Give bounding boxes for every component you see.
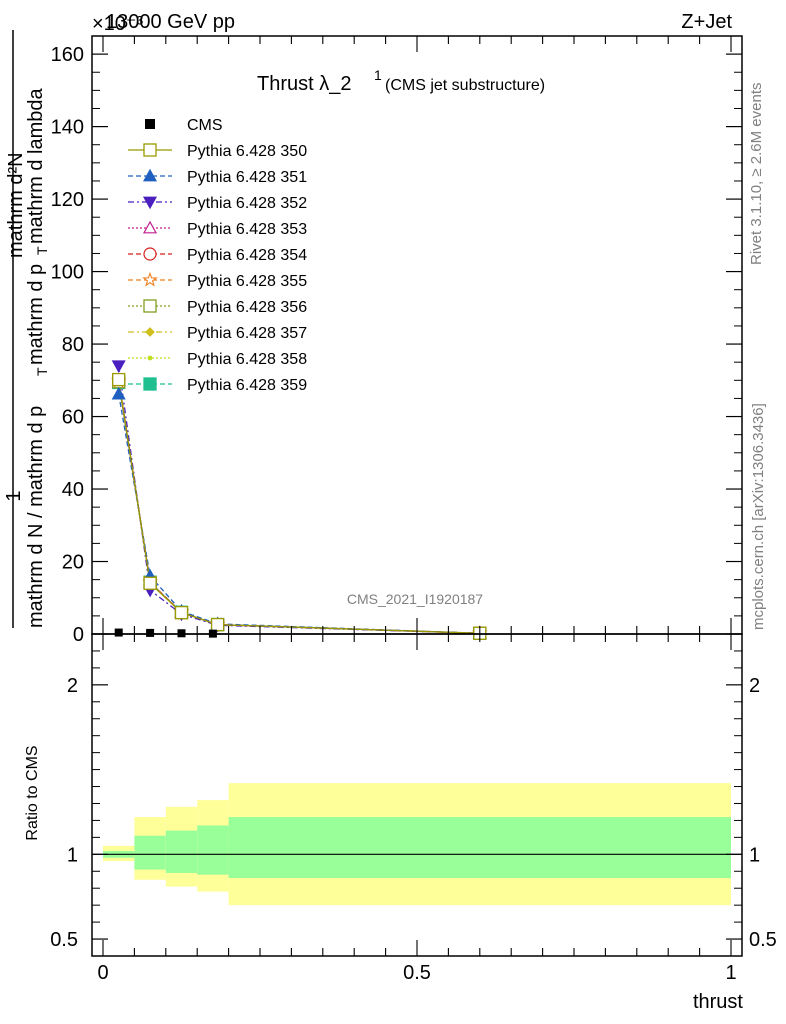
main-ytick-label-100: 100 bbox=[51, 262, 84, 284]
ylabel-denom-2: mathrm d p bbox=[25, 264, 47, 365]
series-3-point-1 bbox=[111, 360, 126, 374]
x-axis-label: thrust bbox=[693, 991, 743, 1013]
main-ytick-label-0: 0 bbox=[73, 624, 84, 646]
band-inner-4 bbox=[197, 825, 229, 875]
legend-marker-cms bbox=[145, 119, 155, 129]
main-panel: 0 20 40 60 80 100 120 140 160 bbox=[51, 35, 743, 646]
series-1-point-1 bbox=[112, 372, 126, 387]
series-1-point-4 bbox=[210, 617, 225, 632]
ratio-ytick-label-right-1: 1 bbox=[749, 844, 760, 866]
ratio-panel: 0.5 0.5 1 1 2 2 0 0.5 1 bbox=[50, 633, 777, 984]
legend-label-5: Pythia 6.428 354 bbox=[187, 247, 307, 264]
process-label: Z+Jet bbox=[681, 11, 732, 33]
legend-label-6: Pythia 6.428 355 bbox=[187, 273, 307, 290]
main-ytick-label-140: 140 bbox=[51, 117, 84, 139]
legend-marker-6 bbox=[142, 271, 158, 287]
legend-marker-7 bbox=[143, 299, 157, 313]
legend-label-9: Pythia 6.428 358 bbox=[187, 351, 307, 368]
legend-label-7: Pythia 6.428 356 bbox=[187, 299, 307, 316]
main-ytick-label-120: 120 bbox=[51, 189, 84, 211]
series-1-point-2 bbox=[143, 576, 157, 590]
legend: CMS Pythia 6.428 350 Pythia 6.428 351 Pythi… bbox=[128, 117, 307, 394]
title-sup: 1 bbox=[374, 67, 382, 83]
band-inner-5 bbox=[228, 817, 731, 879]
main-ytick-label-80: 80 bbox=[62, 334, 84, 356]
title-suffix: (CMS jet substructure) bbox=[385, 77, 545, 94]
ylabel-numer-top: 1 bbox=[3, 490, 25, 501]
ylabel-denom-3: mathrm d lambda bbox=[25, 88, 47, 244]
ratio-ytick-label-right-0.5: 0.5 bbox=[749, 929, 777, 951]
legend-marker-8 bbox=[145, 327, 155, 337]
series-1-point-3 bbox=[174, 605, 189, 620]
legend-label-4: Pythia 6.428 353 bbox=[187, 221, 307, 238]
legend-label-cms: CMS bbox=[187, 117, 223, 134]
rivet-label: Rivet 3.1.10, ≥ 2.6M events bbox=[748, 83, 765, 266]
legend-marker-9 bbox=[147, 355, 153, 361]
ratio-ytick-label-0.5: 0.5 bbox=[50, 929, 78, 951]
x-tick-label-1: 1 bbox=[725, 962, 736, 984]
ylabel-denom-1-sub: T bbox=[34, 367, 50, 376]
ylabel-numer-mid: mathrm d²N bbox=[5, 152, 27, 258]
mcplots-label: mcplots.cern.ch [arXiv:1306.3436] bbox=[750, 403, 767, 630]
legend-label-8: Pythia 6.428 357 bbox=[187, 325, 307, 342]
x-tick-label-0: 0 bbox=[97, 962, 108, 984]
legend-marker-3 bbox=[142, 196, 158, 210]
ratio-ytick-label-right-2: 2 bbox=[749, 675, 760, 697]
band-inner-3 bbox=[165, 830, 198, 873]
exponent-label: ×10⁻³ bbox=[92, 13, 143, 35]
main-ytick-label-40: 40 bbox=[62, 479, 84, 501]
series-2-point-1 bbox=[111, 386, 126, 400]
x-tick-label-0.5: 0.5 bbox=[403, 962, 431, 984]
main-title: Thrust λ_2 1 (CMS jet substructure) bbox=[257, 67, 545, 95]
legend-label-3: Pythia 6.428 352 bbox=[187, 195, 307, 212]
ratio-ytick-label-2: 2 bbox=[67, 675, 78, 697]
main-ytick-label-20: 20 bbox=[62, 552, 84, 574]
title-main: Thrust λ_2 bbox=[257, 73, 351, 95]
ratio-ylabel: Ratio to CMS bbox=[24, 745, 41, 840]
band-inner-2 bbox=[134, 835, 166, 870]
legend-label-10: Pythia 6.428 359 bbox=[187, 377, 307, 394]
legend-marker-4 bbox=[142, 220, 158, 234]
energy-label: 13000 GeV pp bbox=[106, 11, 235, 33]
ylabel-denom-2-sub: T bbox=[34, 246, 50, 255]
ylabel-denom-1: mathrm d N / mathrm d p bbox=[25, 406, 47, 628]
legend-marker-5 bbox=[143, 247, 157, 261]
cms-point-1 bbox=[114, 628, 123, 637]
ratio-ytick-label-1: 1 bbox=[67, 844, 78, 866]
legend-marker-10 bbox=[143, 377, 157, 391]
main-ylabel: 1 mathrm d²N mathrm d N / mathrm d p T m… bbox=[3, 30, 50, 628]
main-ytick-label-60: 60 bbox=[62, 407, 84, 429]
legend-label-1: Pythia 6.428 350 bbox=[187, 143, 307, 160]
legend-marker-1 bbox=[143, 143, 157, 157]
main-ytick-label-160: 160 bbox=[51, 44, 84, 66]
legend-label-2: Pythia 6.428 351 bbox=[187, 169, 307, 186]
analysis-watermark: CMS_2021_I1920187 bbox=[347, 591, 483, 607]
legend-marker-2 bbox=[142, 168, 158, 182]
cms-point-2 bbox=[146, 628, 155, 637]
